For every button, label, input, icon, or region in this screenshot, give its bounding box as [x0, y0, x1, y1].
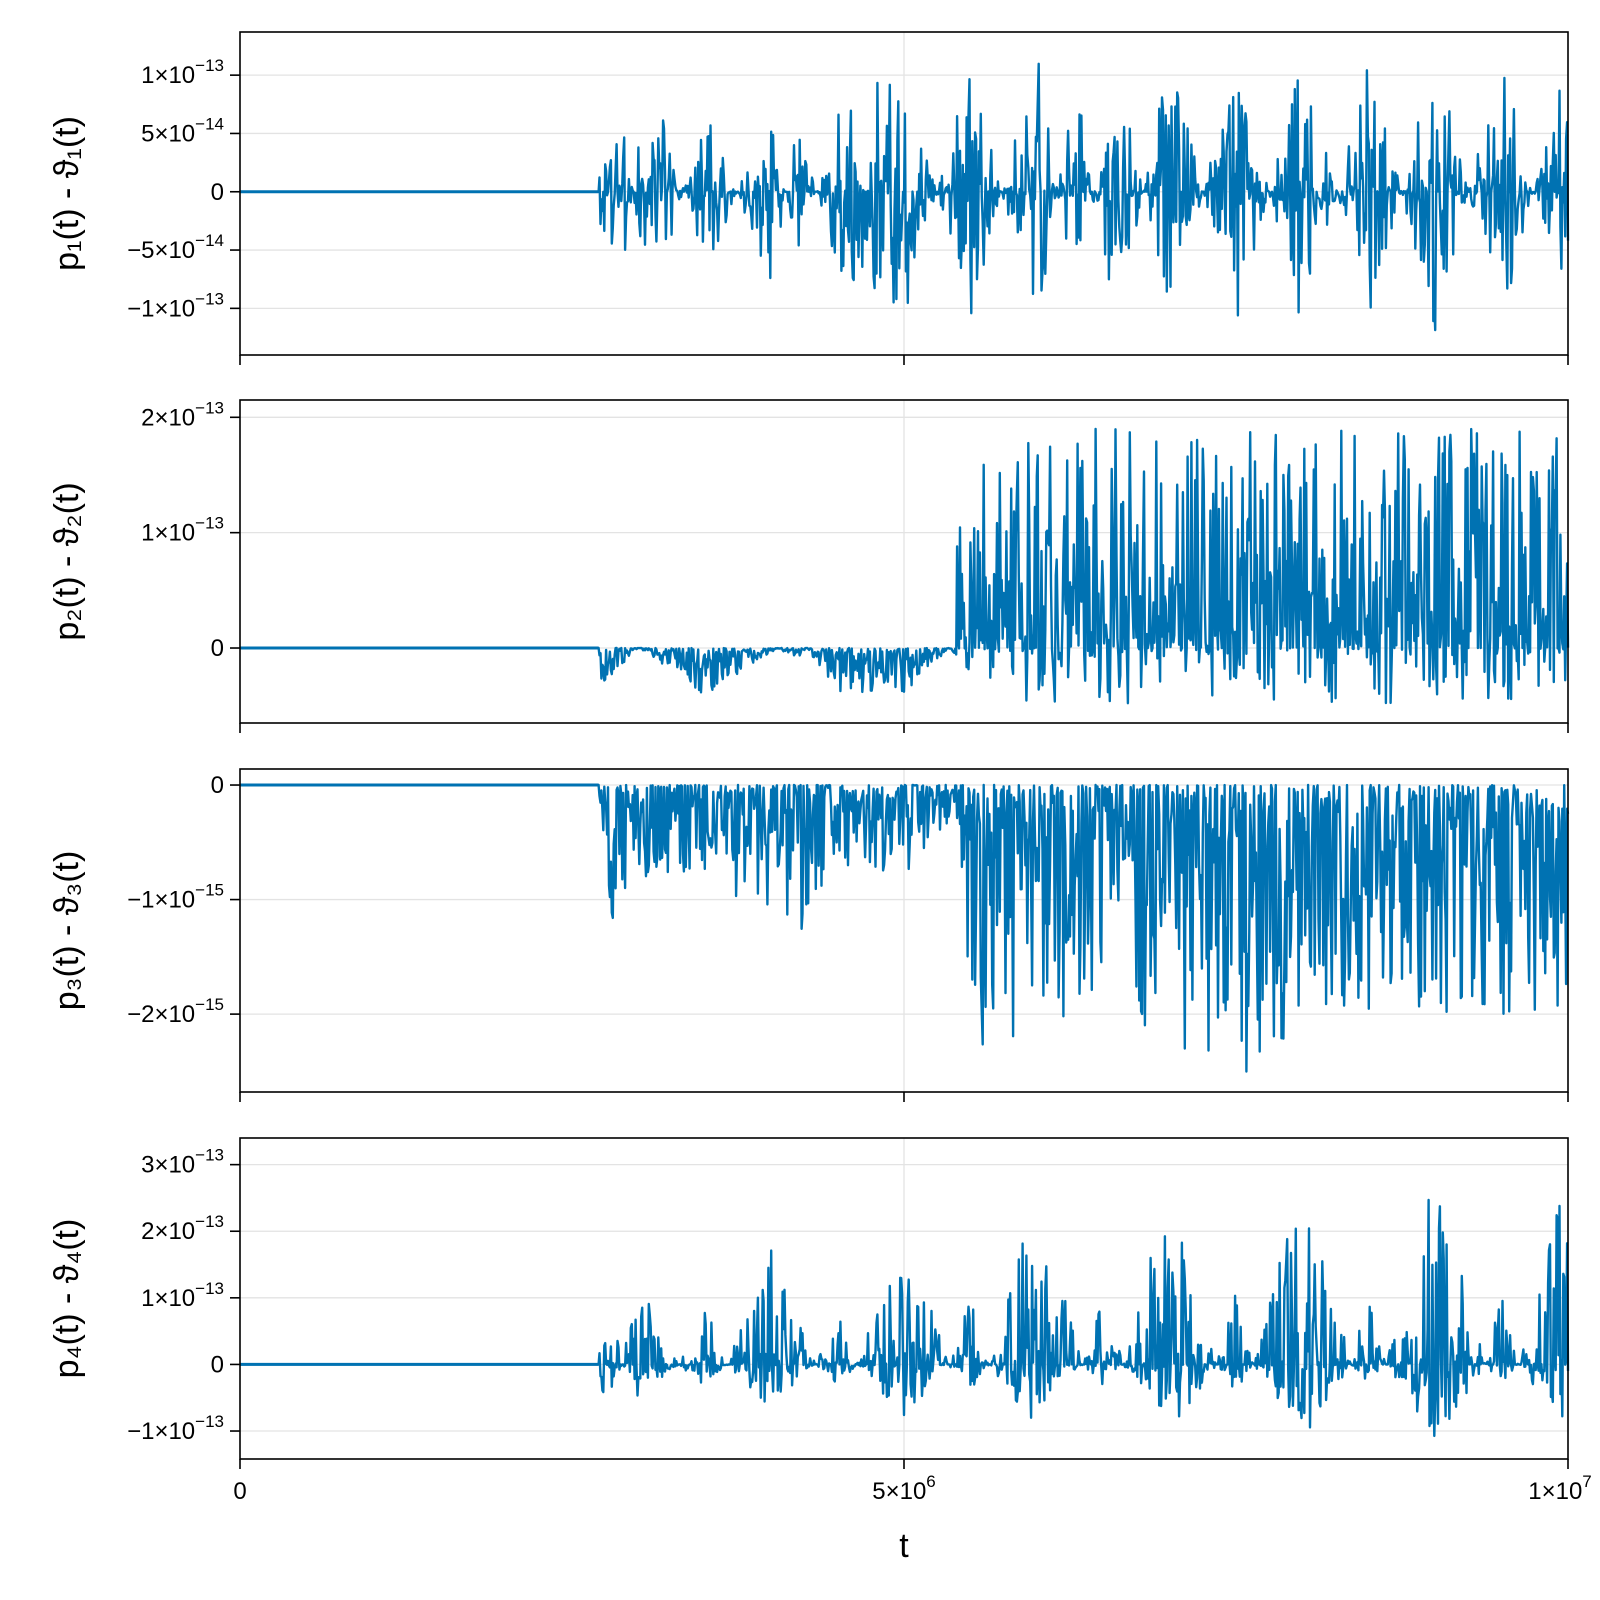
y-tick-label-base: 0 [211, 179, 224, 206]
x-axis-label: t [899, 1527, 909, 1565]
y-axis-label: p₂(t) - ϑ₂(t) [48, 482, 86, 640]
x-tick-label-base: 1×10 [1528, 1478, 1582, 1505]
x-tick-label: 1×107 [1528, 1472, 1592, 1505]
y-tick-label: 2×10−13 [141, 398, 224, 431]
y-tick-label-exponent: −13 [195, 1146, 224, 1165]
x-tick-label-base: 0 [233, 1478, 246, 1505]
x-tick-label-exponent: 7 [1582, 1472, 1591, 1491]
y-tick-label: −5×10−14 [127, 231, 224, 264]
x-tick-label: 5×106 [872, 1472, 936, 1505]
y-tick-label: −1×10−13 [127, 1412, 224, 1445]
y-tick-label-exponent: −14 [195, 114, 224, 133]
y-tick-label-base: 1×10 [141, 520, 195, 547]
y-axis-label: p₃(t) - ϑ₃(t) [48, 851, 86, 1011]
y-tick-label-base: 5×10 [141, 120, 195, 147]
y-tick-label: −1×10−13 [127, 289, 224, 322]
y-tick-label-base: 1×10 [141, 1285, 195, 1312]
y-tick-label: 0 [211, 179, 224, 206]
y-tick-label: 5×10−14 [141, 114, 224, 147]
y-tick-label-base: 2×10 [141, 1218, 195, 1245]
y-tick-label: 0 [211, 635, 224, 662]
y-tick-label-exponent: −13 [195, 1279, 224, 1298]
y-tick-label-base: 3×10 [141, 1152, 195, 1179]
x-tick-label-exponent: 6 [926, 1472, 935, 1491]
y-tick-label: −2×10−15 [127, 995, 224, 1028]
y-tick-label-exponent: −13 [195, 514, 224, 533]
y-tick-label-base: 1×10 [141, 62, 195, 89]
y-tick-label-base: 0 [211, 772, 224, 799]
y-tick-label-base: 0 [211, 1351, 224, 1378]
y-tick-label-exponent: −13 [195, 1212, 224, 1231]
y-tick-label-exponent: −13 [195, 56, 224, 75]
y-tick-label: 2×10−13 [141, 1212, 224, 1245]
y-tick-label-exponent: −13 [195, 289, 224, 308]
y-tick-label-base: −2×10 [127, 1001, 195, 1028]
y-tick-label: 0 [211, 772, 224, 799]
y-tick-label-exponent: −15 [195, 995, 224, 1014]
y-tick-label-base: −1×10 [127, 295, 195, 322]
x-tick-label-base: 5×10 [872, 1478, 926, 1505]
y-tick-label: 1×10−13 [141, 1279, 224, 1312]
y-tick-label: 1×10−13 [141, 56, 224, 89]
y-axis-label: p₁(t) - ϑ₁(t) [48, 116, 86, 271]
y-tick-label-base: −5×10 [127, 237, 195, 264]
y-tick-label: 3×10−13 [141, 1146, 224, 1179]
y-tick-label-base: 0 [211, 635, 224, 662]
x-tick-label: 0 [233, 1478, 246, 1505]
y-tick-label-exponent: −13 [195, 398, 224, 417]
y-tick-label: 0 [211, 1351, 224, 1378]
y-tick-label-exponent: −13 [195, 1412, 224, 1431]
y-tick-label-base: −1×10 [127, 1418, 195, 1445]
y-tick-label: −1×10−15 [127, 881, 224, 914]
y-tick-label: 1×10−13 [141, 514, 224, 547]
y-tick-label-exponent: −14 [195, 231, 224, 250]
y-tick-label-base: −1×10 [127, 887, 195, 914]
y-tick-label-base: 2×10 [141, 404, 195, 431]
y-axis-label: p₄(t) - ϑ₄(t) [48, 1219, 86, 1379]
y-tick-label-exponent: −15 [195, 881, 224, 900]
